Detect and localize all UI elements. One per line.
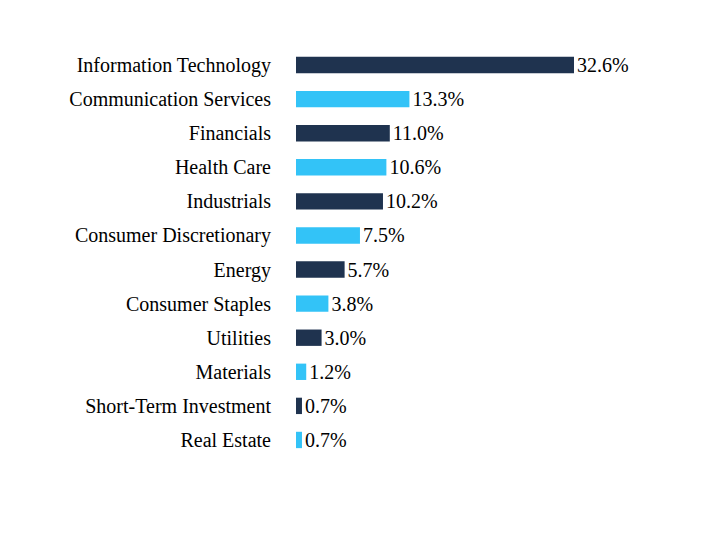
svg-text:10.2%: 10.2% [386,190,438,212]
svg-text:3.8%: 3.8% [331,293,373,315]
svg-text:3.0%: 3.0% [325,327,367,349]
svg-text:Utilities: Utilities [207,327,272,349]
svg-text:7.5%: 7.5% [363,224,405,246]
svg-text:0.7%: 0.7% [305,429,347,451]
svg-text:Real Estate: Real Estate [180,429,271,451]
svg-text:Consumer Discretionary: Consumer Discretionary [75,224,271,247]
svg-text:5.7%: 5.7% [348,259,390,281]
svg-text:11.0%: 11.0% [393,122,444,144]
svg-text:Consumer Staples: Consumer Staples [126,293,271,316]
svg-text:10.6%: 10.6% [389,156,441,178]
svg-text:Short-Term Investment: Short-Term Investment [85,395,271,417]
svg-text:Health Care: Health Care [175,156,271,178]
svg-text:Financials: Financials [189,122,271,144]
svg-text:Information Technology: Information Technology [77,54,271,77]
svg-text:Industrials: Industrials [187,190,272,212]
svg-text:Materials: Materials [195,361,271,383]
svg-text:0.7%: 0.7% [305,395,347,417]
svg-text:1.2%: 1.2% [309,361,351,383]
svg-text:13.3%: 13.3% [412,88,464,110]
svg-text:Energy: Energy [214,259,271,282]
svg-text:32.6%: 32.6% [577,54,629,76]
svg-text:Communication Services: Communication Services [69,88,271,110]
